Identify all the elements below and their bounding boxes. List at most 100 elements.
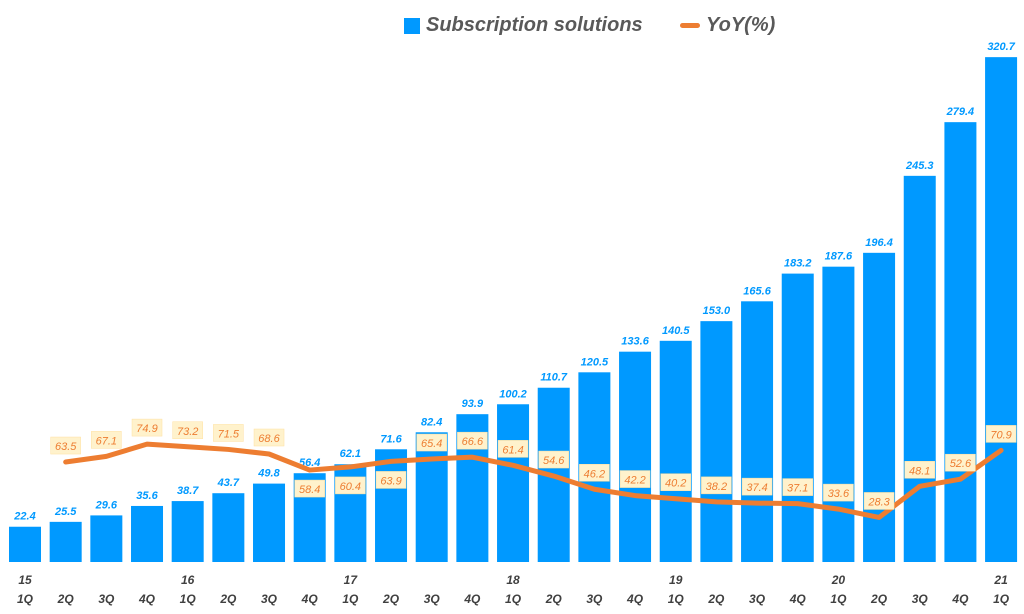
yoy-data-label: 68.6 bbox=[258, 433, 280, 445]
yoy-data-label: 58.4 bbox=[299, 484, 320, 496]
bar bbox=[659, 340, 692, 562]
x-tick-quarter: 3Q bbox=[424, 592, 441, 606]
bar bbox=[700, 321, 733, 562]
bar-data-label: 22.4 bbox=[13, 511, 35, 523]
x-tick-quarter: 2Q bbox=[545, 592, 563, 606]
x-tick-year: 19 bbox=[669, 573, 683, 587]
bar-data-label: 25.5 bbox=[54, 506, 77, 518]
yoy-data-label: 52.6 bbox=[950, 458, 972, 470]
bar-data-label: 93.9 bbox=[462, 398, 484, 410]
yoy-data-label: 70.9 bbox=[990, 429, 1011, 441]
x-tick-quarter: 1Q bbox=[668, 592, 685, 606]
yoy-data-label: 48.1 bbox=[909, 465, 930, 477]
yoy-label-box bbox=[50, 436, 81, 455]
legend-label-subscription: Subscription solutions bbox=[426, 14, 643, 36]
bar-data-label: 165.6 bbox=[743, 285, 771, 297]
yoy-label-box bbox=[335, 476, 366, 495]
bar-data-label: 29.6 bbox=[95, 499, 118, 511]
yoy-label-box bbox=[172, 421, 203, 440]
x-tick-quarter: 4Q bbox=[951, 592, 969, 606]
yoy-data-label: 28.3 bbox=[867, 496, 890, 508]
x-tick-quarter: 1Q bbox=[342, 592, 359, 606]
bar bbox=[497, 404, 530, 562]
bar bbox=[49, 521, 82, 562]
bar-data-label: 100.2 bbox=[499, 388, 527, 400]
x-tick-quarter: 4Q bbox=[789, 592, 807, 606]
yoy-data-label: 73.2 bbox=[177, 426, 198, 438]
yoy-data-label: 66.6 bbox=[462, 436, 484, 448]
bar bbox=[415, 432, 448, 562]
bar bbox=[90, 515, 123, 562]
yoy-label-box bbox=[863, 492, 895, 510]
x-tick-quarter: 1Q bbox=[505, 592, 522, 606]
bar-data-label: 49.8 bbox=[257, 468, 280, 480]
bar-data-label: 38.7 bbox=[177, 485, 199, 497]
x-tick-quarter: 3Q bbox=[98, 592, 115, 606]
x-tick-year: 16 bbox=[181, 573, 195, 587]
bar-data-label: 43.7 bbox=[217, 477, 240, 489]
bar-data-label: 133.6 bbox=[621, 336, 649, 348]
yoy-data-label: 74.9 bbox=[136, 423, 157, 435]
bar bbox=[822, 266, 855, 562]
yoy-label-box bbox=[701, 476, 732, 495]
x-tick-quarter: 2Q bbox=[57, 592, 75, 606]
yoy-label-box bbox=[619, 470, 651, 488]
legend-item-yoy: YoY(%) bbox=[680, 14, 775, 37]
bar bbox=[9, 526, 41, 562]
yoy-label-box bbox=[253, 428, 285, 447]
x-tick-quarter: 4Q bbox=[463, 592, 481, 606]
bar-data-label: 35.6 bbox=[136, 490, 158, 502]
bar-data-label: 120.5 bbox=[581, 356, 609, 368]
yoy-label-box bbox=[823, 483, 854, 502]
x-tick-quarter: 1Q bbox=[180, 592, 197, 606]
yoy-label-box bbox=[945, 453, 976, 472]
x-tick-quarter: 2Q bbox=[219, 592, 237, 606]
bar-data-label: 153.0 bbox=[703, 305, 731, 317]
yoy-line bbox=[63, 441, 1004, 520]
legend-item-subscription: Subscription solutions bbox=[404, 14, 643, 37]
bar-data-label: 82.4 bbox=[421, 416, 442, 428]
yoy-label-box bbox=[91, 431, 122, 449]
yoy-data-label: 54.6 bbox=[543, 455, 565, 467]
bar bbox=[985, 57, 1018, 563]
bar bbox=[903, 175, 936, 562]
x-tick-year: 18 bbox=[506, 573, 520, 587]
yoy-data-label: 60.4 bbox=[340, 481, 361, 493]
yoy-data-label: 63.9 bbox=[380, 475, 401, 487]
yoy-data-label: 67.1 bbox=[96, 435, 117, 447]
yoy-data-label: 65.4 bbox=[421, 438, 442, 450]
x-tick-year: 15 bbox=[18, 573, 32, 587]
yoy-label-box bbox=[294, 479, 325, 498]
x-tick-quarter: 4Q bbox=[626, 592, 644, 606]
legend-swatch-bar bbox=[404, 17, 420, 34]
yoy-label-box bbox=[579, 464, 610, 482]
yoy-data-label: 61.4 bbox=[502, 444, 523, 456]
legend-swatch-line bbox=[680, 23, 700, 28]
x-tick-quarter: 4Q bbox=[301, 592, 319, 606]
bar-data-label: 320.7 bbox=[987, 41, 1015, 53]
bar-data-label: 62.1 bbox=[340, 448, 361, 460]
x-tick-quarter: 2Q bbox=[707, 592, 725, 606]
bar-data-label: 71.6 bbox=[380, 433, 402, 445]
bar-data-label: 187.6 bbox=[825, 251, 853, 263]
yoy-data-label: 38.2 bbox=[706, 481, 727, 493]
bar-data-label: 245.3 bbox=[905, 160, 934, 172]
bar bbox=[944, 122, 977, 563]
yoy-data-label: 33.6 bbox=[828, 488, 850, 500]
yoy-label-box bbox=[497, 440, 529, 458]
yoy-data-label: 37.4 bbox=[746, 482, 767, 494]
x-tick-quarter: 1Q bbox=[17, 592, 34, 606]
bar-data-label: 196.4 bbox=[865, 237, 893, 249]
yoy-data-label: 42.2 bbox=[624, 475, 645, 487]
legend-label-yoy: YoY(%) bbox=[706, 14, 776, 36]
bar bbox=[171, 501, 204, 562]
bar bbox=[781, 273, 814, 562]
bar-data-label: 279.4 bbox=[946, 106, 975, 118]
yoy-label-box bbox=[131, 418, 163, 437]
yoy-label-box bbox=[416, 433, 447, 452]
bar-data-label: 183.2 bbox=[784, 258, 812, 270]
yoy-label-box bbox=[457, 431, 488, 450]
yoy-label-box bbox=[741, 477, 773, 496]
bar bbox=[131, 505, 164, 562]
